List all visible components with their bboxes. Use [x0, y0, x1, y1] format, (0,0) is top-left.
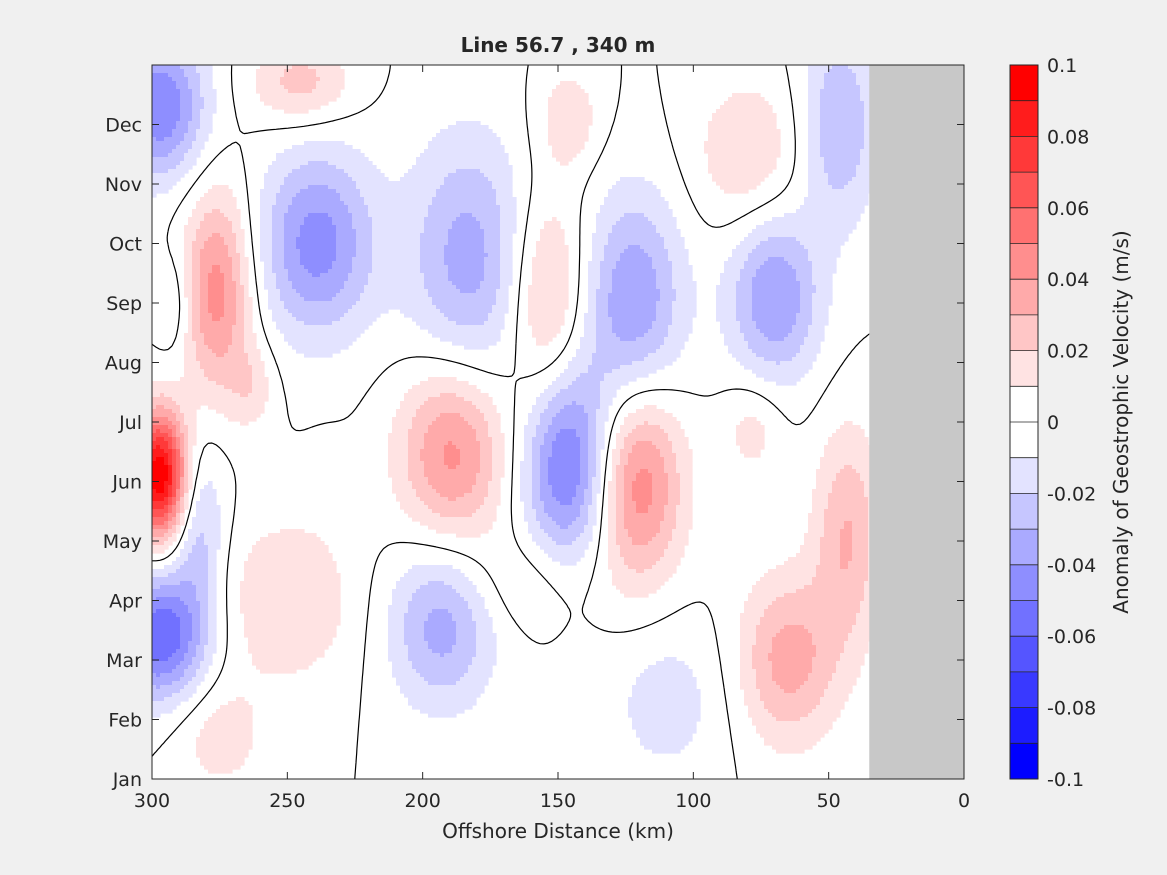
y-tick-label: Feb: [108, 710, 142, 732]
colorbar-band: [1010, 671, 1038, 709]
colorbar-tick-label: 0.1: [1047, 55, 1077, 77]
colorbar-band: [1010, 386, 1038, 423]
colorbar-tick-label: -0.02: [1047, 483, 1096, 505]
colorbar-band: [1010, 243, 1038, 280]
x-tick-label: 150: [540, 790, 576, 812]
zero-contour: [152, 65, 964, 779]
colorbar-band: [1010, 636, 1038, 673]
y-tick-label: Dec: [105, 115, 142, 137]
colorbar-band: [1010, 493, 1038, 530]
x-tick-label: 200: [405, 790, 441, 812]
colorbar-band: [1010, 350, 1038, 387]
y-axis: Jan Feb Mar Apr May Jun Jul Aug Sep Oct Nov Dec: [103, 115, 964, 791]
colorbar-ticks: 0.1 0.08 0.06 0.04 0.02 0 -0.02 -0.04 -0.06 -0.08…: [1047, 55, 1096, 791]
colorbar-band: [1010, 564, 1038, 601]
colorbar-tick-label: 0.08: [1047, 126, 1089, 148]
colorbar-tick-label: -0.1: [1047, 769, 1084, 791]
colorbar-band: [1010, 172, 1038, 209]
no-data-region: [869, 65, 964, 779]
colorbar: [1009, 64, 1039, 780]
x-tick-label: 100: [675, 790, 711, 812]
x-tick-label: 50: [817, 790, 841, 812]
x-axis: 300 250 200 150 100 50 0: [134, 65, 970, 812]
x-tick-label: 0: [958, 790, 970, 812]
colorbar-band: [1010, 100, 1038, 137]
colorbar-tick-label: 0.06: [1047, 198, 1089, 220]
y-tick-label: Jan: [112, 769, 142, 791]
colorbar-band: [1010, 314, 1038, 352]
colorbar-band: [1010, 743, 1038, 780]
y-tick-label: Sep: [106, 293, 142, 315]
colorbar-tick-label: -0.08: [1047, 698, 1096, 720]
y-tick-label: Oct: [109, 234, 142, 256]
colorbar-frame: [1009, 64, 1039, 780]
colorbar-band: [1010, 707, 1038, 744]
anomaly-field: [152, 65, 885, 774]
y-tick-label: Mar: [106, 650, 142, 672]
colorbar-band: [1010, 207, 1038, 244]
y-tick-label: Aug: [105, 353, 142, 375]
colorbar-band: [1010, 65, 1038, 102]
colorbar-band: [1010, 279, 1038, 316]
colorbar-band: [1010, 457, 1038, 494]
y-tick-label: May: [103, 531, 142, 553]
colorbar-tick-label: -0.04: [1047, 555, 1096, 577]
colorbar-tick-label: 0.02: [1047, 341, 1089, 363]
y-tick-label: Apr: [109, 591, 142, 613]
colorbar-label: Anomaly of Geostrophic Velocity (m/s): [1109, 230, 1133, 613]
y-tick-label: Jun: [111, 472, 142, 494]
y-tick-label: Nov: [105, 174, 142, 196]
colorbar-band: [1010, 422, 1038, 459]
zero-contour-line: [152, 65, 964, 779]
x-axis-label: Offshore Distance (km): [442, 819, 674, 843]
colorbar-tick-label: -0.06: [1047, 626, 1096, 648]
x-tick-label: 250: [269, 790, 305, 812]
y-tick-label: Jul: [118, 412, 142, 434]
colorbar-band: [1010, 600, 1038, 637]
chart-title: Line 56.7 , 340 m: [461, 33, 656, 57]
colorbar-band: [1010, 136, 1038, 173]
colorbar-tick-label: 0.04: [1047, 269, 1089, 291]
x-tick-label: 300: [134, 790, 170, 812]
colorbar-band: [1010, 529, 1038, 566]
colorbar-tick-label: 0: [1047, 412, 1059, 434]
